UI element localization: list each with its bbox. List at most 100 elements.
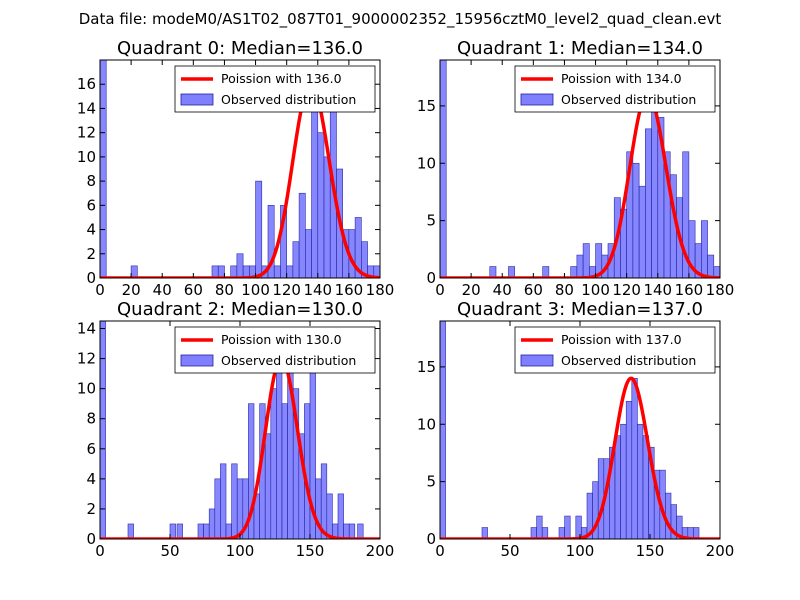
- y-tick-label: 0: [86, 530, 96, 548]
- histogram-bar: [208, 508, 216, 539]
- legend: Poission with 137.0 Observed distribution: [514, 326, 716, 374]
- x-tick-label: 180: [366, 281, 395, 299]
- y-tick-label: 6: [86, 440, 96, 458]
- quadrant-3-chart: Quadrant 3: Median=137.0 0 50 100 150 200 0 5 10…: [417, 299, 734, 560]
- histogram-bar: [361, 241, 368, 278]
- histogram-bar: [317, 132, 325, 278]
- axes-frame: [99, 59, 381, 279]
- histogram-bar: [564, 515, 571, 539]
- histogram-bar: [701, 220, 708, 278]
- histogram-bar: [255, 180, 263, 278]
- histogram-bar: [536, 515, 543, 539]
- legend-bar-label: Observed distribution: [561, 353, 696, 368]
- x-tick-label: 0: [435, 281, 445, 299]
- x-tick-label: 50: [160, 542, 179, 560]
- histogram-bar: [100, 321, 106, 539]
- y-tick-label: 4: [86, 221, 96, 239]
- histogram-bar: [323, 156, 331, 278]
- x-tick-label: 0: [95, 542, 105, 560]
- y-tick-label: 2: [86, 245, 96, 263]
- y-tick-label: 2: [86, 500, 96, 518]
- y-tick-label: 10: [77, 380, 96, 398]
- histogram-bar: [100, 60, 107, 278]
- histogram-bar: [631, 378, 638, 539]
- histogram-bars: [440, 321, 700, 539]
- legend-line-label: Poission with 137.0: [561, 332, 682, 347]
- axes-frame: [439, 59, 721, 279]
- histogram-bar: [707, 254, 715, 278]
- histogram-bar: [305, 229, 312, 278]
- histogram-bar: [176, 523, 183, 539]
- y-tick-label: 15: [417, 97, 436, 115]
- histogram-bar: [211, 265, 219, 278]
- poisson-curve: [440, 376, 720, 539]
- x-tick-label: 120: [272, 281, 301, 299]
- histogram-bar: [292, 241, 300, 278]
- y-tick-label: 10: [77, 148, 96, 166]
- x-tick-label: 0: [95, 281, 105, 299]
- legend-bar-label: Observed distribution: [221, 353, 356, 368]
- histogram-bar: [620, 423, 627, 539]
- x-tick-label: 100: [226, 542, 255, 560]
- legend-bar-label: Observed distribution: [221, 92, 356, 107]
- panels: Quadrant 0: Median=136.00 20 40 60 80 100 120 1…: [77, 38, 734, 560]
- histogram-bar: [281, 403, 288, 539]
- histogram-bar: [682, 151, 690, 278]
- histogram-bar: [197, 523, 204, 539]
- histogram-bar: [264, 433, 272, 539]
- x-tick-label: 40: [153, 281, 172, 299]
- quadrant-2-chart: Quadrant 2: Median=130.0 0 50 100 150 200 0 2 4 6…: [77, 299, 394, 560]
- y-tick-label: 5: [426, 473, 436, 491]
- histogram-bar: [298, 192, 306, 278]
- chart-title: Quadrant 2: Median=130.0: [117, 299, 363, 320]
- histogram-bar: [440, 321, 446, 539]
- legend-line-label: Poission with 134.0: [561, 71, 682, 86]
- histogram-bar: [286, 265, 294, 278]
- legend: Poission with 130.0 Observed distribution: [174, 326, 376, 374]
- y-tick-label: 0: [86, 269, 96, 287]
- figure-title: Data file: modeM0/AS1T02_087T01_90000023…: [79, 10, 722, 29]
- histogram-bar: [582, 243, 590, 278]
- y-tick-label: 16: [77, 75, 96, 93]
- histogram-bar: [326, 493, 333, 539]
- x-tick-label: 80: [215, 281, 234, 299]
- histogram-bar: [575, 515, 582, 539]
- histogram-bars: [440, 60, 720, 278]
- histogram-bar: [337, 493, 344, 539]
- y-tick-label: 10: [417, 154, 436, 172]
- x-tick-label: 200: [706, 542, 735, 560]
- x-tick-label: 150: [636, 542, 665, 560]
- x-tick-label: 120: [612, 281, 641, 299]
- chart-title: Quadrant 1: Median=134.0: [457, 38, 703, 59]
- y-tick-label: 6: [86, 196, 96, 214]
- histogram-bar: [645, 128, 652, 278]
- legend-bar-swatch: [180, 354, 214, 367]
- y-tick-label: 10: [417, 415, 436, 433]
- chart-title: Quadrant 0: Median=136.0: [117, 38, 363, 59]
- x-tick-label: 50: [500, 542, 519, 560]
- y-tick-label: 14: [77, 99, 96, 117]
- legend-bar-swatch: [520, 354, 554, 367]
- histogram-bar: [203, 523, 210, 539]
- y-tick-label: 15: [417, 358, 436, 376]
- histogram-bar: [270, 388, 277, 539]
- y-tick-label: 0: [426, 530, 436, 548]
- histogram-bar: [248, 403, 255, 539]
- x-tick-label: 20: [462, 281, 481, 299]
- x-tick-label: 140: [643, 281, 672, 299]
- histogram-bar: [614, 435, 621, 539]
- x-tick-label: 180: [706, 281, 735, 299]
- legend-line-label: Poission with 130.0: [221, 332, 342, 347]
- histogram-bar: [236, 253, 244, 278]
- x-tick-label: 160: [675, 281, 704, 299]
- histogram-bar: [440, 60, 447, 278]
- x-tick-label: 0: [435, 542, 445, 560]
- x-tick-label: 100: [566, 542, 595, 560]
- y-tick-label: 4: [86, 470, 96, 488]
- y-tick-label: 12: [77, 124, 96, 142]
- x-tick-label: 100: [241, 281, 270, 299]
- histogram-bar: [231, 463, 238, 539]
- legend: Poission with 134.0 Observed distribution: [514, 65, 716, 113]
- x-tick-label: 60: [524, 281, 543, 299]
- histogram-bars: [100, 321, 364, 539]
